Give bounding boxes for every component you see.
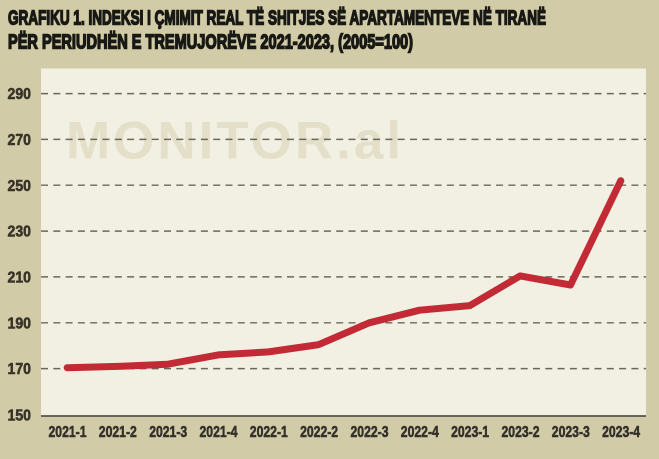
svg-text:2022-3: 2022-3 <box>351 424 389 441</box>
svg-text:2021-1: 2021-1 <box>49 424 87 441</box>
svg-text:2022-4: 2022-4 <box>401 424 439 441</box>
svg-text:MONITOR.al: MONITOR.al <box>66 112 401 171</box>
svg-text:2023-1: 2023-1 <box>451 424 489 441</box>
svg-text:250: 250 <box>8 178 32 195</box>
svg-text:270: 270 <box>8 132 32 149</box>
svg-text:2023-3: 2023-3 <box>552 424 590 441</box>
svg-text:2023-4: 2023-4 <box>602 424 640 441</box>
svg-text:2021-4: 2021-4 <box>200 424 238 441</box>
svg-text:2023-2: 2023-2 <box>502 424 540 441</box>
svg-text:2021-3: 2021-3 <box>149 424 187 441</box>
svg-text:2022-1: 2022-1 <box>250 424 288 441</box>
svg-text:2022-2: 2022-2 <box>300 424 338 441</box>
svg-text:170: 170 <box>8 361 32 378</box>
svg-text:230: 230 <box>8 224 32 241</box>
svg-text:150: 150 <box>8 407 32 424</box>
svg-text:PËR PERIUDHËN E TREMUJORËVE 20: PËR PERIUDHËN E TREMUJORËVE 2021-2023, (… <box>8 30 413 53</box>
svg-text:2021-2: 2021-2 <box>99 424 137 441</box>
svg-text:210: 210 <box>8 270 32 287</box>
svg-text:190: 190 <box>8 315 32 332</box>
svg-text:GRAFIKU 1. INDEKSI I ÇMIMIT RE: GRAFIKU 1. INDEKSI I ÇMIMIT REAL TË SHIT… <box>8 7 546 30</box>
svg-text:290: 290 <box>8 86 32 103</box>
